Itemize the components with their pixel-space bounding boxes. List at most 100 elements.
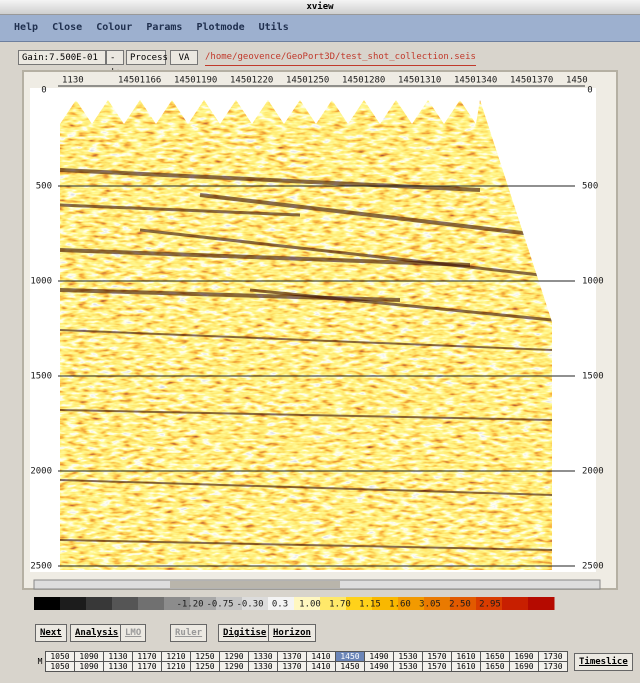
depth-label: 2500 xyxy=(582,562,604,572)
colorbar-swatch xyxy=(294,597,321,610)
trace-cell[interactable]: 1370 xyxy=(277,651,307,662)
mode-button[interactable]: VA xyxy=(170,50,198,65)
trace-cell[interactable]: 1290 xyxy=(219,661,249,672)
colorbar-swatch xyxy=(190,597,217,610)
tool-button[interactable]: LMO xyxy=(120,624,147,642)
menu-item[interactable]: Params xyxy=(146,22,183,33)
trace-cell[interactable]: 1250 xyxy=(190,651,220,662)
tool-button[interactable]: Ruler xyxy=(170,624,208,642)
colorbar-swatch xyxy=(216,597,243,610)
menu-item[interactable]: Colour xyxy=(96,22,133,33)
depth-label: 1500 xyxy=(30,372,52,382)
corner-label: 0 xyxy=(41,86,46,96)
top-axis-label: 14501280 xyxy=(342,76,385,86)
colorbar-label: 1.15 xyxy=(359,600,381,610)
scroll-thumb[interactable] xyxy=(170,581,340,588)
top-axis-label: 1450 xyxy=(566,76,588,86)
trace-cell[interactable]: 1690 xyxy=(509,651,539,662)
menu-item[interactable]: Close xyxy=(52,22,83,33)
menu-item[interactable]: Utils xyxy=(258,22,289,33)
trace-cell[interactable]: 1370 xyxy=(277,661,307,672)
colorbar-label: 1.60 xyxy=(389,600,411,610)
depth-label: 1500 xyxy=(582,372,604,382)
trace-cell[interactable]: 1570 xyxy=(422,651,452,662)
trace-cell[interactable]: 1050 xyxy=(45,651,75,662)
colorbar-swatch xyxy=(34,597,61,610)
trace-cell[interactable]: 1610 xyxy=(451,661,481,672)
top-axis-label: 14501220 xyxy=(230,76,273,86)
depth-label: 500 xyxy=(582,182,598,192)
tool-button[interactable]: Next xyxy=(35,624,67,642)
tool-button[interactable]: Analysis xyxy=(70,624,124,642)
colorbar-swatch xyxy=(424,597,451,610)
tool-button[interactable]: Horizon xyxy=(268,624,316,642)
trace-cell[interactable]: 1050 xyxy=(45,661,75,672)
trace-cell[interactable]: 1410 xyxy=(306,661,336,672)
reflector xyxy=(60,329,552,351)
trace-cell[interactable]: 1130 xyxy=(103,651,133,662)
trace-cell[interactable]: 1690 xyxy=(509,661,539,672)
trace-cell[interactable]: 1210 xyxy=(161,661,191,672)
trace-cell[interactable]: 1530 xyxy=(393,651,423,662)
top-axis-label: 14501190 xyxy=(174,76,217,86)
top-axis-label: 14501310 xyxy=(398,76,441,86)
colorbar-label: -1.20 xyxy=(176,600,203,610)
trace-cell[interactable]: 1730 xyxy=(538,661,568,672)
reflector xyxy=(60,203,301,217)
trace-cell[interactable]: 1090 xyxy=(74,661,104,672)
trace-cell[interactable]: 1450 xyxy=(335,661,365,672)
trace-cell[interactable]: 1410 xyxy=(306,651,336,662)
reflectors xyxy=(60,168,552,551)
table-row: M 1050 1090 1130 1170 1210 1250 1290 1330 1370 141… xyxy=(35,651,568,666)
trace-cell[interactable]: 1650 xyxy=(480,651,510,662)
colorbar-swatch xyxy=(86,597,113,610)
row-marker: M xyxy=(37,657,43,666)
reflector xyxy=(139,228,541,277)
colorbar-swatch xyxy=(346,597,373,610)
menu-bar: Help Close Colour Params Plotmode Utils xyxy=(0,15,640,42)
colorbar-swatch xyxy=(372,597,399,610)
colorbar-swatch xyxy=(60,597,87,610)
trace-cell[interactable]: 1290 xyxy=(219,651,249,662)
trace-cell[interactable]: 1210 xyxy=(161,651,191,662)
trace-cell[interactable]: 1490 xyxy=(364,651,394,662)
gain-field[interactable]: Gain:7.500E-01 xyxy=(18,50,106,65)
trace-cell[interactable]: 1450 xyxy=(335,651,365,662)
timeslice-button[interactable]: Timeslice xyxy=(574,653,633,671)
colorbar-swatch xyxy=(502,597,529,610)
colorbar-swatch xyxy=(320,597,347,610)
depth-label: 2000 xyxy=(30,467,52,477)
reflector xyxy=(60,168,481,192)
table-row: 1050 1090 1130 1170 1210 1250 1290 1330 1370 1410… xyxy=(35,661,568,672)
colorbar-swatch xyxy=(528,597,555,610)
file-path: /home/geovence/GeoPort3D/test_shot_colle… xyxy=(205,50,476,66)
process-button[interactable]: Process xyxy=(126,50,168,65)
trace-table: M 1050 1090 1130 1170 1210 1250 1290 1330 1370 141… xyxy=(35,651,568,672)
trace-cell[interactable]: 1610 xyxy=(451,651,481,662)
trace-cell[interactable]: 1090 xyxy=(74,651,104,662)
trace-cell[interactable]: 1330 xyxy=(248,661,278,672)
trace-cell[interactable]: 1490 xyxy=(364,661,394,672)
trace-cell[interactable]: 1730 xyxy=(538,651,568,662)
trace-cell[interactable]: 1570 xyxy=(422,661,452,672)
top-axis-label: 14501340 xyxy=(454,76,497,86)
trace-cell[interactable]: 1130 xyxy=(103,661,133,672)
colorbar-label: -0.75 xyxy=(206,600,233,610)
depth-label: 500 xyxy=(36,182,52,192)
top-axis-label: 1130 xyxy=(62,76,84,86)
trace-cell[interactable]: 1330 xyxy=(248,651,278,662)
trace-cell[interactable]: 1170 xyxy=(132,651,162,662)
trace-cell[interactable]: 1250 xyxy=(190,661,220,672)
menu-item[interactable]: Plotmode xyxy=(196,22,245,33)
trace-cell[interactable]: 1530 xyxy=(393,661,423,672)
trace-cell[interactable]: 1170 xyxy=(132,661,162,672)
top-axis-label: 14501250 xyxy=(286,76,329,86)
depth-label: 2000 xyxy=(582,467,604,477)
top-axis-label: 14501370 xyxy=(510,76,553,86)
colorbar-swatch xyxy=(242,597,269,610)
tool-button[interactable]: Digitise xyxy=(218,624,272,642)
trace-cell[interactable]: 1650 xyxy=(480,661,510,672)
menu-item[interactable]: Help xyxy=(14,22,39,33)
